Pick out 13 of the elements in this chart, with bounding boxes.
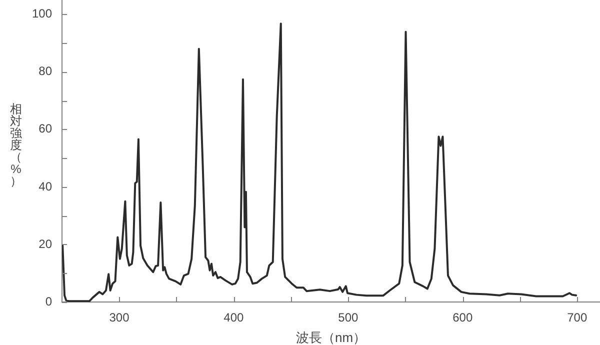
y-tick-label: 80 <box>38 64 52 78</box>
x-tick-label: 500 <box>338 310 358 325</box>
x-tick-label: 600 <box>452 310 473 325</box>
y-tick-label: 0 <box>45 294 52 308</box>
x-tick-label: 400 <box>224 310 244 325</box>
x-tick-label: 700 <box>567 310 588 325</box>
y-tick-label: 40 <box>38 179 52 194</box>
y-tick-label: 20 <box>38 236 52 251</box>
y-tick-label: 100 <box>32 6 52 21</box>
y-tick-label: 60 <box>38 122 52 136</box>
x-axis-title: 波長（nm） <box>296 330 366 345</box>
y-axis-title: 相対強度（%） <box>9 102 23 188</box>
x-tick-label: 300 <box>109 310 130 325</box>
